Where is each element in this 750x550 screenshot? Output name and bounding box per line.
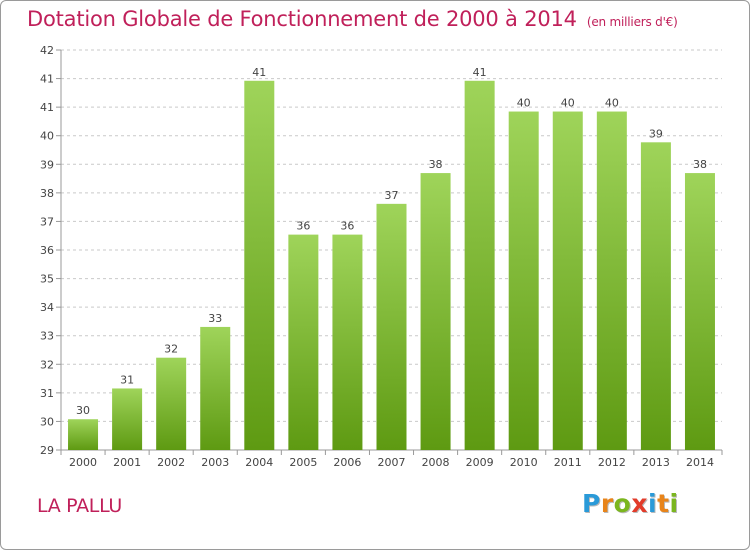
title-text: Dotation Globale de Fonctionnement de 20… (27, 7, 577, 31)
bar-value-label: 40 (517, 97, 531, 110)
bar-value-label: 38 (693, 158, 707, 171)
logo-letter: t (657, 489, 670, 518)
bar-2006 (332, 234, 363, 450)
x-tick-label: 2012 (598, 456, 626, 469)
bar-2009 (464, 80, 495, 451)
bar-2007 (376, 203, 407, 450)
bar-2010 (508, 111, 539, 451)
x-tick-label: 2009 (466, 456, 494, 469)
bar-2014 (684, 173, 715, 451)
x-tick-label: 2000 (69, 456, 97, 469)
bar-value-label: 41 (473, 66, 487, 79)
chart-subtitle: (en milliers d'€) (586, 15, 678, 29)
y-tick-label: 41 (40, 73, 54, 86)
bar-2001 (112, 388, 143, 450)
x-tick-label: 2013 (642, 456, 670, 469)
bar-2000 (68, 419, 99, 450)
chart-title: Dotation Globale de Fonctionnement de 20… (27, 7, 678, 31)
x-tick-label: 2006 (333, 456, 361, 469)
logo-letter: o (613, 489, 632, 518)
x-tick-label: 2014 (686, 456, 714, 469)
y-tick-label: 36 (40, 244, 54, 257)
proxiti-logo: Proxiti (582, 489, 679, 518)
bar-value-label: 32 (164, 343, 178, 356)
bar-value-label: 36 (296, 220, 310, 233)
bar-value-label: 37 (385, 189, 399, 202)
bar-value-label: 36 (340, 220, 354, 233)
bar-value-label: 31 (120, 373, 134, 386)
logo-letter: r (600, 489, 614, 518)
bar-2002 (156, 357, 187, 450)
y-tick-label: 41 (40, 101, 54, 114)
y-tick-label: 29 (40, 444, 54, 457)
bar-2003 (200, 326, 231, 450)
bar-value-label: 38 (429, 158, 443, 171)
logo-letter: i (669, 489, 679, 518)
x-tick-label: 2007 (378, 456, 406, 469)
logo-letter: x (631, 489, 648, 518)
x-tick-label: 2001 (113, 456, 141, 469)
bar-layer (68, 80, 715, 451)
y-tick-label: 38 (40, 187, 54, 200)
x-tick-label: 2003 (201, 456, 229, 469)
y-tick-label: 32 (40, 358, 54, 371)
y-tick-label: 30 (40, 415, 54, 428)
x-tick-label: 2011 (554, 456, 582, 469)
bar-value-label: 41 (252, 66, 266, 79)
bar-2008 (420, 173, 451, 451)
logo-letter: P (582, 489, 601, 518)
y-tick-label: 35 (40, 273, 54, 286)
bar-value-label: 39 (649, 127, 663, 140)
bar-2012 (596, 111, 627, 451)
x-tick-label: 2005 (289, 456, 317, 469)
bar-value-label: 40 (605, 97, 619, 110)
label-layer: 30 2000 31 2001 32 2002 33 2003 41 2004 36 2005 36 20… (69, 66, 714, 469)
bar-2011 (552, 111, 583, 451)
y-tick-label: 37 (40, 215, 54, 228)
y-tick-label: 31 (40, 387, 54, 400)
y-tick-label: 34 (40, 301, 54, 314)
y-tick-label: 40 (40, 130, 54, 143)
bar-2005 (288, 234, 319, 450)
bar-value-label: 30 (76, 404, 90, 417)
x-tick-label: 2010 (510, 456, 538, 469)
x-tick-label: 2008 (422, 456, 450, 469)
x-tick-label: 2004 (245, 456, 273, 469)
y-tick-label: 42 (40, 44, 54, 57)
y-tick-label: 33 (40, 330, 54, 343)
y-tick-label: 39 (40, 158, 54, 171)
bar-2004 (244, 80, 275, 451)
bar-value-label: 33 (208, 312, 222, 325)
x-tick-label: 2002 (157, 456, 185, 469)
logo-letter: i (648, 489, 658, 518)
commune-name: LA PALLU (37, 495, 123, 517)
bar-value-label: 40 (561, 97, 575, 110)
bar-2013 (640, 142, 671, 451)
